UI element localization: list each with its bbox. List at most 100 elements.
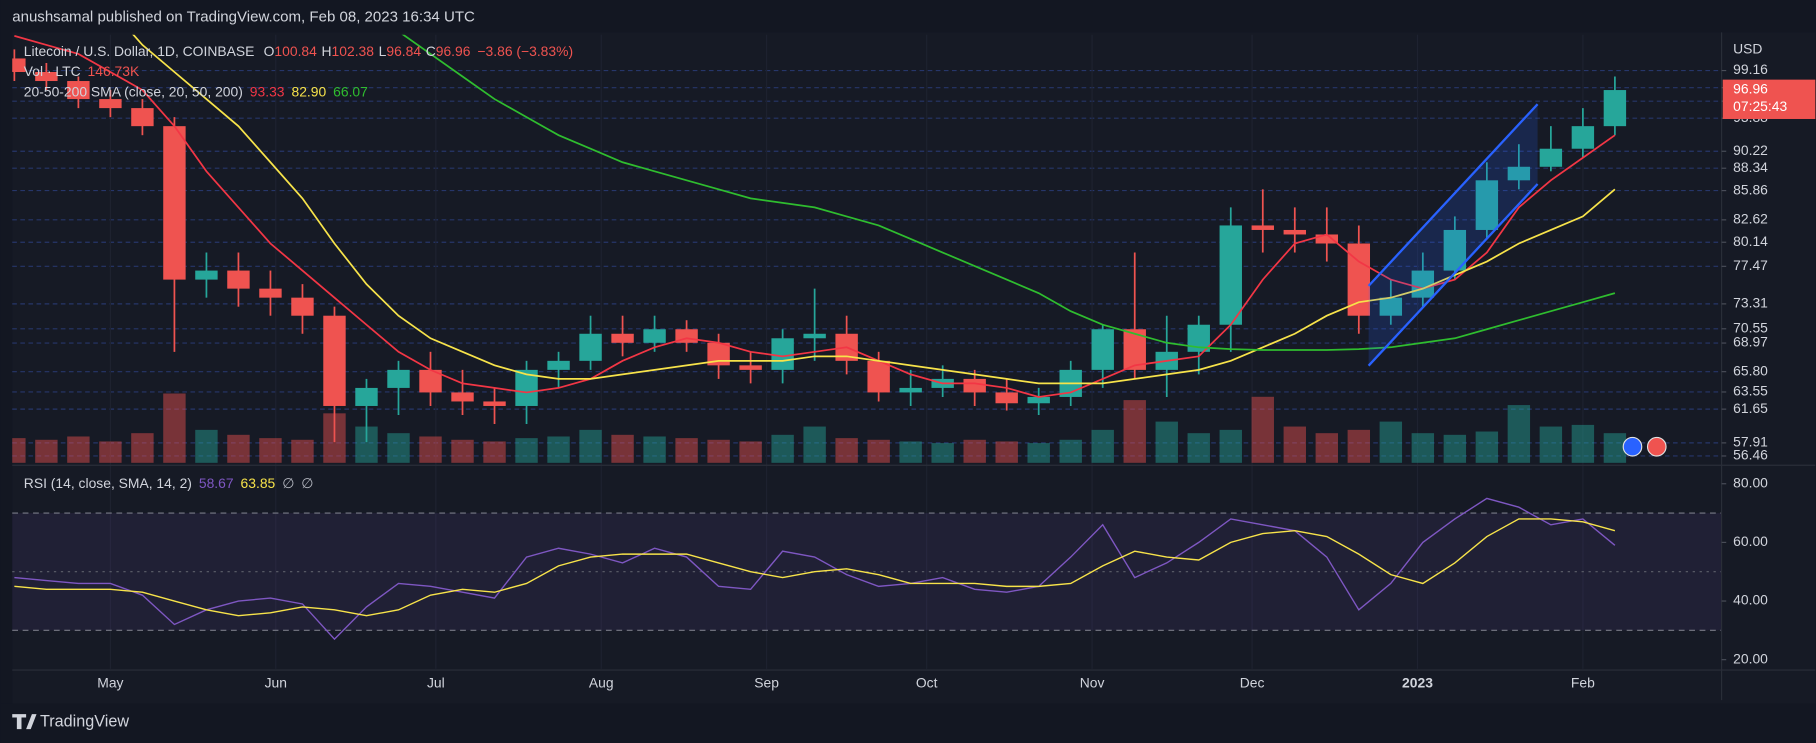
volume-bar <box>1475 431 1499 463</box>
candle-body <box>1571 126 1595 149</box>
y-tick-label: 77.47 <box>1733 257 1768 273</box>
candle-body <box>1443 229 1467 271</box>
volume-bar <box>1155 421 1178 463</box>
candle-body <box>899 387 922 393</box>
volume-bar <box>163 393 186 463</box>
candle-body <box>355 387 378 406</box>
volume-bar <box>1315 433 1339 463</box>
y-tick-label: 57.91 <box>1733 434 1768 450</box>
volume-bar <box>35 439 58 463</box>
volume-bar <box>259 438 282 463</box>
candle-body <box>707 342 730 366</box>
candle-body <box>451 392 474 402</box>
ma-value: 93.33 <box>250 83 285 99</box>
volume-bar <box>1539 426 1563 463</box>
chart-area <box>12 32 1816 704</box>
candle-body <box>1539 148 1563 167</box>
x-tick-label: Dec <box>1240 675 1265 691</box>
candle-body <box>867 360 890 393</box>
candle-body <box>483 401 506 406</box>
volume-bar <box>1283 426 1306 463</box>
ohlc-value: 96.84 <box>386 43 421 59</box>
volume-bar <box>611 434 634 463</box>
volume-bar <box>355 426 378 463</box>
candle-body <box>1187 324 1210 352</box>
ohlc-label: C <box>426 43 436 59</box>
candle-body <box>163 126 186 280</box>
x-tick-label: Feb <box>1571 675 1595 691</box>
ohlc-value: 102.38 <box>332 43 375 59</box>
candle-body <box>259 288 282 298</box>
x-tick-label: Oct <box>916 675 938 691</box>
candle-body <box>12 58 26 72</box>
volume-bar <box>99 441 122 463</box>
candle-body <box>1603 90 1627 127</box>
candle-body <box>771 338 794 370</box>
volume-bar <box>1251 396 1274 463</box>
candle-body <box>963 378 986 393</box>
y-tick-label: 61.65 <box>1733 400 1768 416</box>
ma-value: 66.07 <box>333 83 368 99</box>
volume-bar <box>867 439 890 463</box>
x-tick-label: May <box>97 675 123 691</box>
x-tick-label: Aug <box>589 675 614 691</box>
volume-bar <box>899 441 922 463</box>
candle-body <box>643 329 666 343</box>
candle-body <box>323 315 346 406</box>
volume-bar <box>547 436 570 463</box>
volume-bar <box>1219 429 1242 463</box>
volume-bar <box>483 441 506 463</box>
candle-body <box>1475 180 1499 230</box>
candle-body <box>419 369 442 393</box>
volume-bar <box>835 438 858 463</box>
y-tick-label: 73.31 <box>1733 295 1768 311</box>
candle-body <box>1507 166 1531 181</box>
volume-bar <box>227 434 250 463</box>
ohlc-value: 100.84 <box>274 43 317 59</box>
rsi-sma-line <box>14 518 1616 617</box>
volume-bar <box>803 426 826 463</box>
volume-bar <box>963 439 986 463</box>
y-tick-label: 85.86 <box>1733 181 1768 197</box>
volume-bar <box>451 439 474 463</box>
volume-bar <box>1123 400 1146 463</box>
candle-body <box>515 369 538 406</box>
volume-bar <box>1091 429 1114 463</box>
y-tick-label: 20.00 <box>1733 650 1768 666</box>
volume-bar <box>515 438 538 463</box>
volume-bar <box>675 438 698 463</box>
parallel-channel <box>1367 103 1539 367</box>
candle-body <box>579 333 602 361</box>
volume-bar <box>1603 433 1627 463</box>
volume-bar <box>771 434 794 463</box>
volume-bar <box>12 438 26 463</box>
volume-bar <box>387 433 410 463</box>
volume-bar <box>931 443 954 463</box>
price-legend: Litecoin / U.S. Dollar, 1D, COINBASE O100… <box>24 43 573 59</box>
candle-body <box>195 270 218 280</box>
candle-body <box>1027 396 1050 404</box>
volume-bar <box>67 436 90 463</box>
ohlc-label: H <box>322 43 332 59</box>
candle-body <box>387 369 410 388</box>
candle-body <box>1091 329 1114 370</box>
volume-label: Vol · LTC <box>24 62 81 78</box>
y-tick-label: 88.34 <box>1733 159 1768 175</box>
volume-bar <box>1027 443 1050 463</box>
rsi-legend: RSI (14, close, SMA, 14, 2) 58.67 63.85 ∅ ∅ <box>24 474 314 490</box>
rsi-line <box>14 497 1616 641</box>
ohlc-label: O <box>264 43 275 59</box>
volume-bar <box>419 436 442 463</box>
volume-bar <box>739 441 762 463</box>
candle-body <box>1251 225 1274 230</box>
y-tick-label: 80.00 <box>1733 474 1768 490</box>
x-tick-label: 2023 <box>1402 675 1433 691</box>
candle-body <box>67 81 90 100</box>
ohlc-value: 96.96 <box>436 43 471 59</box>
y-tick-label: 63.55 <box>1733 383 1768 399</box>
symbol: Litecoin / U.S. Dollar, 1D, COINBASE <box>24 43 255 59</box>
y-tick-label: 90.22 <box>1733 142 1768 158</box>
y-tick-label: 68.97 <box>1733 334 1768 350</box>
